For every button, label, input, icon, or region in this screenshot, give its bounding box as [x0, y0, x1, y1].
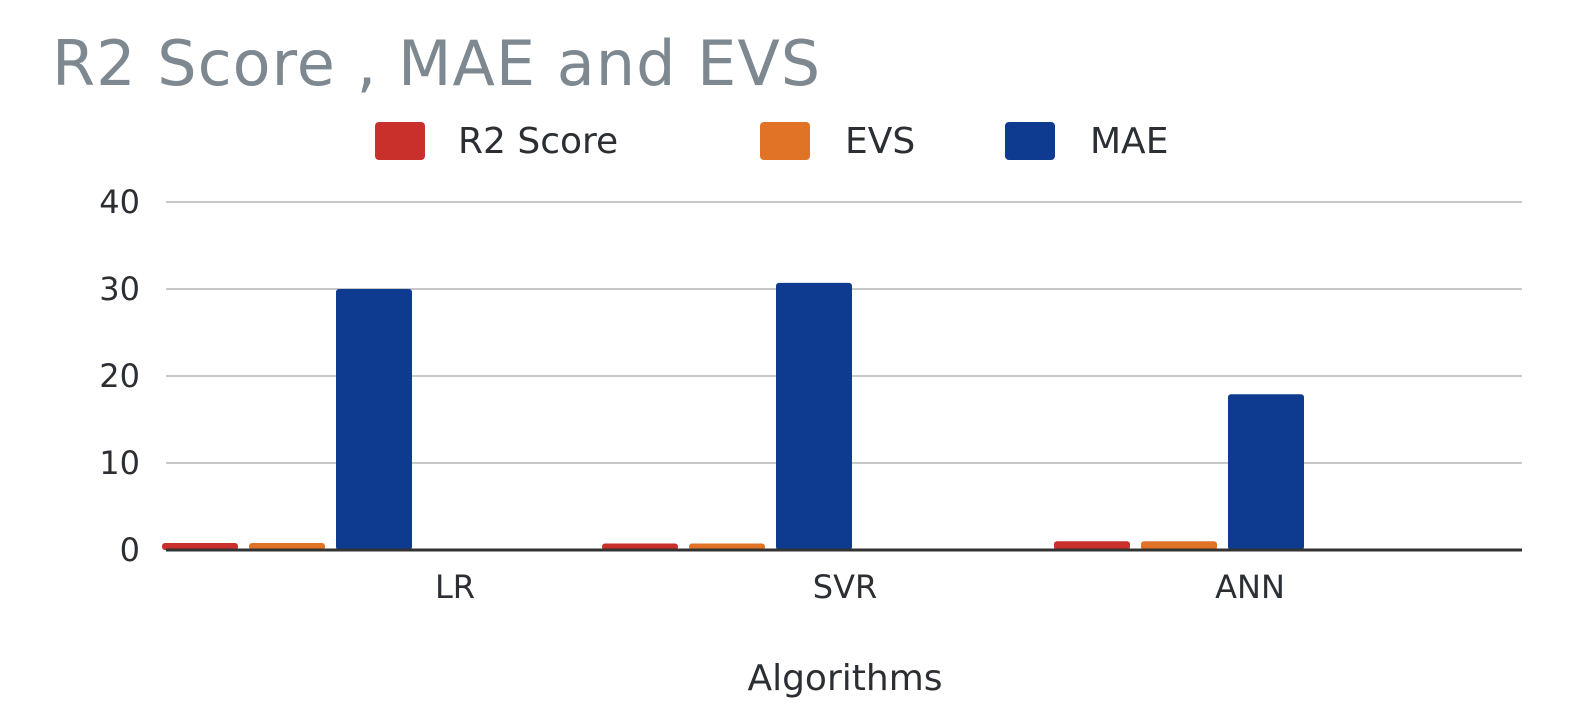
legend-swatch-r2-score[interactable] [375, 122, 425, 160]
y-axis-ticks: 0 10 20 30 40 [99, 183, 140, 569]
x-axis-title: Algorithms [747, 658, 942, 699]
bar-lr-r2-score[interactable] [162, 543, 238, 550]
x-tick-label-lr: LR [435, 568, 475, 606]
y-tick-label: 30 [99, 270, 140, 308]
bars [162, 282, 1304, 550]
y-tick-label: 10 [99, 444, 140, 482]
legend-swatch-mae[interactable] [1005, 122, 1055, 160]
bar-svr-evs[interactable] [689, 543, 765, 550]
x-tick-label-svr: SVR [813, 568, 877, 606]
bar-svr-mae[interactable] [776, 282, 852, 550]
bar-ann-mae[interactable] [1228, 394, 1304, 550]
legend-label-mae[interactable]: MAE [1090, 121, 1168, 162]
legend: R2 Score EVS MAE [375, 121, 1168, 162]
bar-lr-evs[interactable] [249, 543, 325, 550]
legend-label-evs[interactable]: EVS [845, 121, 915, 162]
y-tick-label: 20 [99, 357, 140, 395]
chart-title: R2 Score , MAE and EVS [52, 27, 821, 100]
bar-ann-evs[interactable] [1141, 541, 1217, 550]
x-tick-label-ann: ANN [1215, 568, 1285, 606]
bar-svr-r2-score[interactable] [602, 543, 678, 550]
y-tick-label: 40 [99, 183, 140, 221]
legend-swatch-evs[interactable] [760, 122, 810, 160]
y-tick-label: 0 [120, 531, 140, 569]
bar-lr-mae[interactable] [336, 289, 412, 550]
x-axis-ticks: LR SVR ANN [435, 568, 1285, 606]
bar-ann-r2-score[interactable] [1054, 541, 1130, 550]
legend-label-r2-score[interactable]: R2 Score [458, 121, 618, 162]
